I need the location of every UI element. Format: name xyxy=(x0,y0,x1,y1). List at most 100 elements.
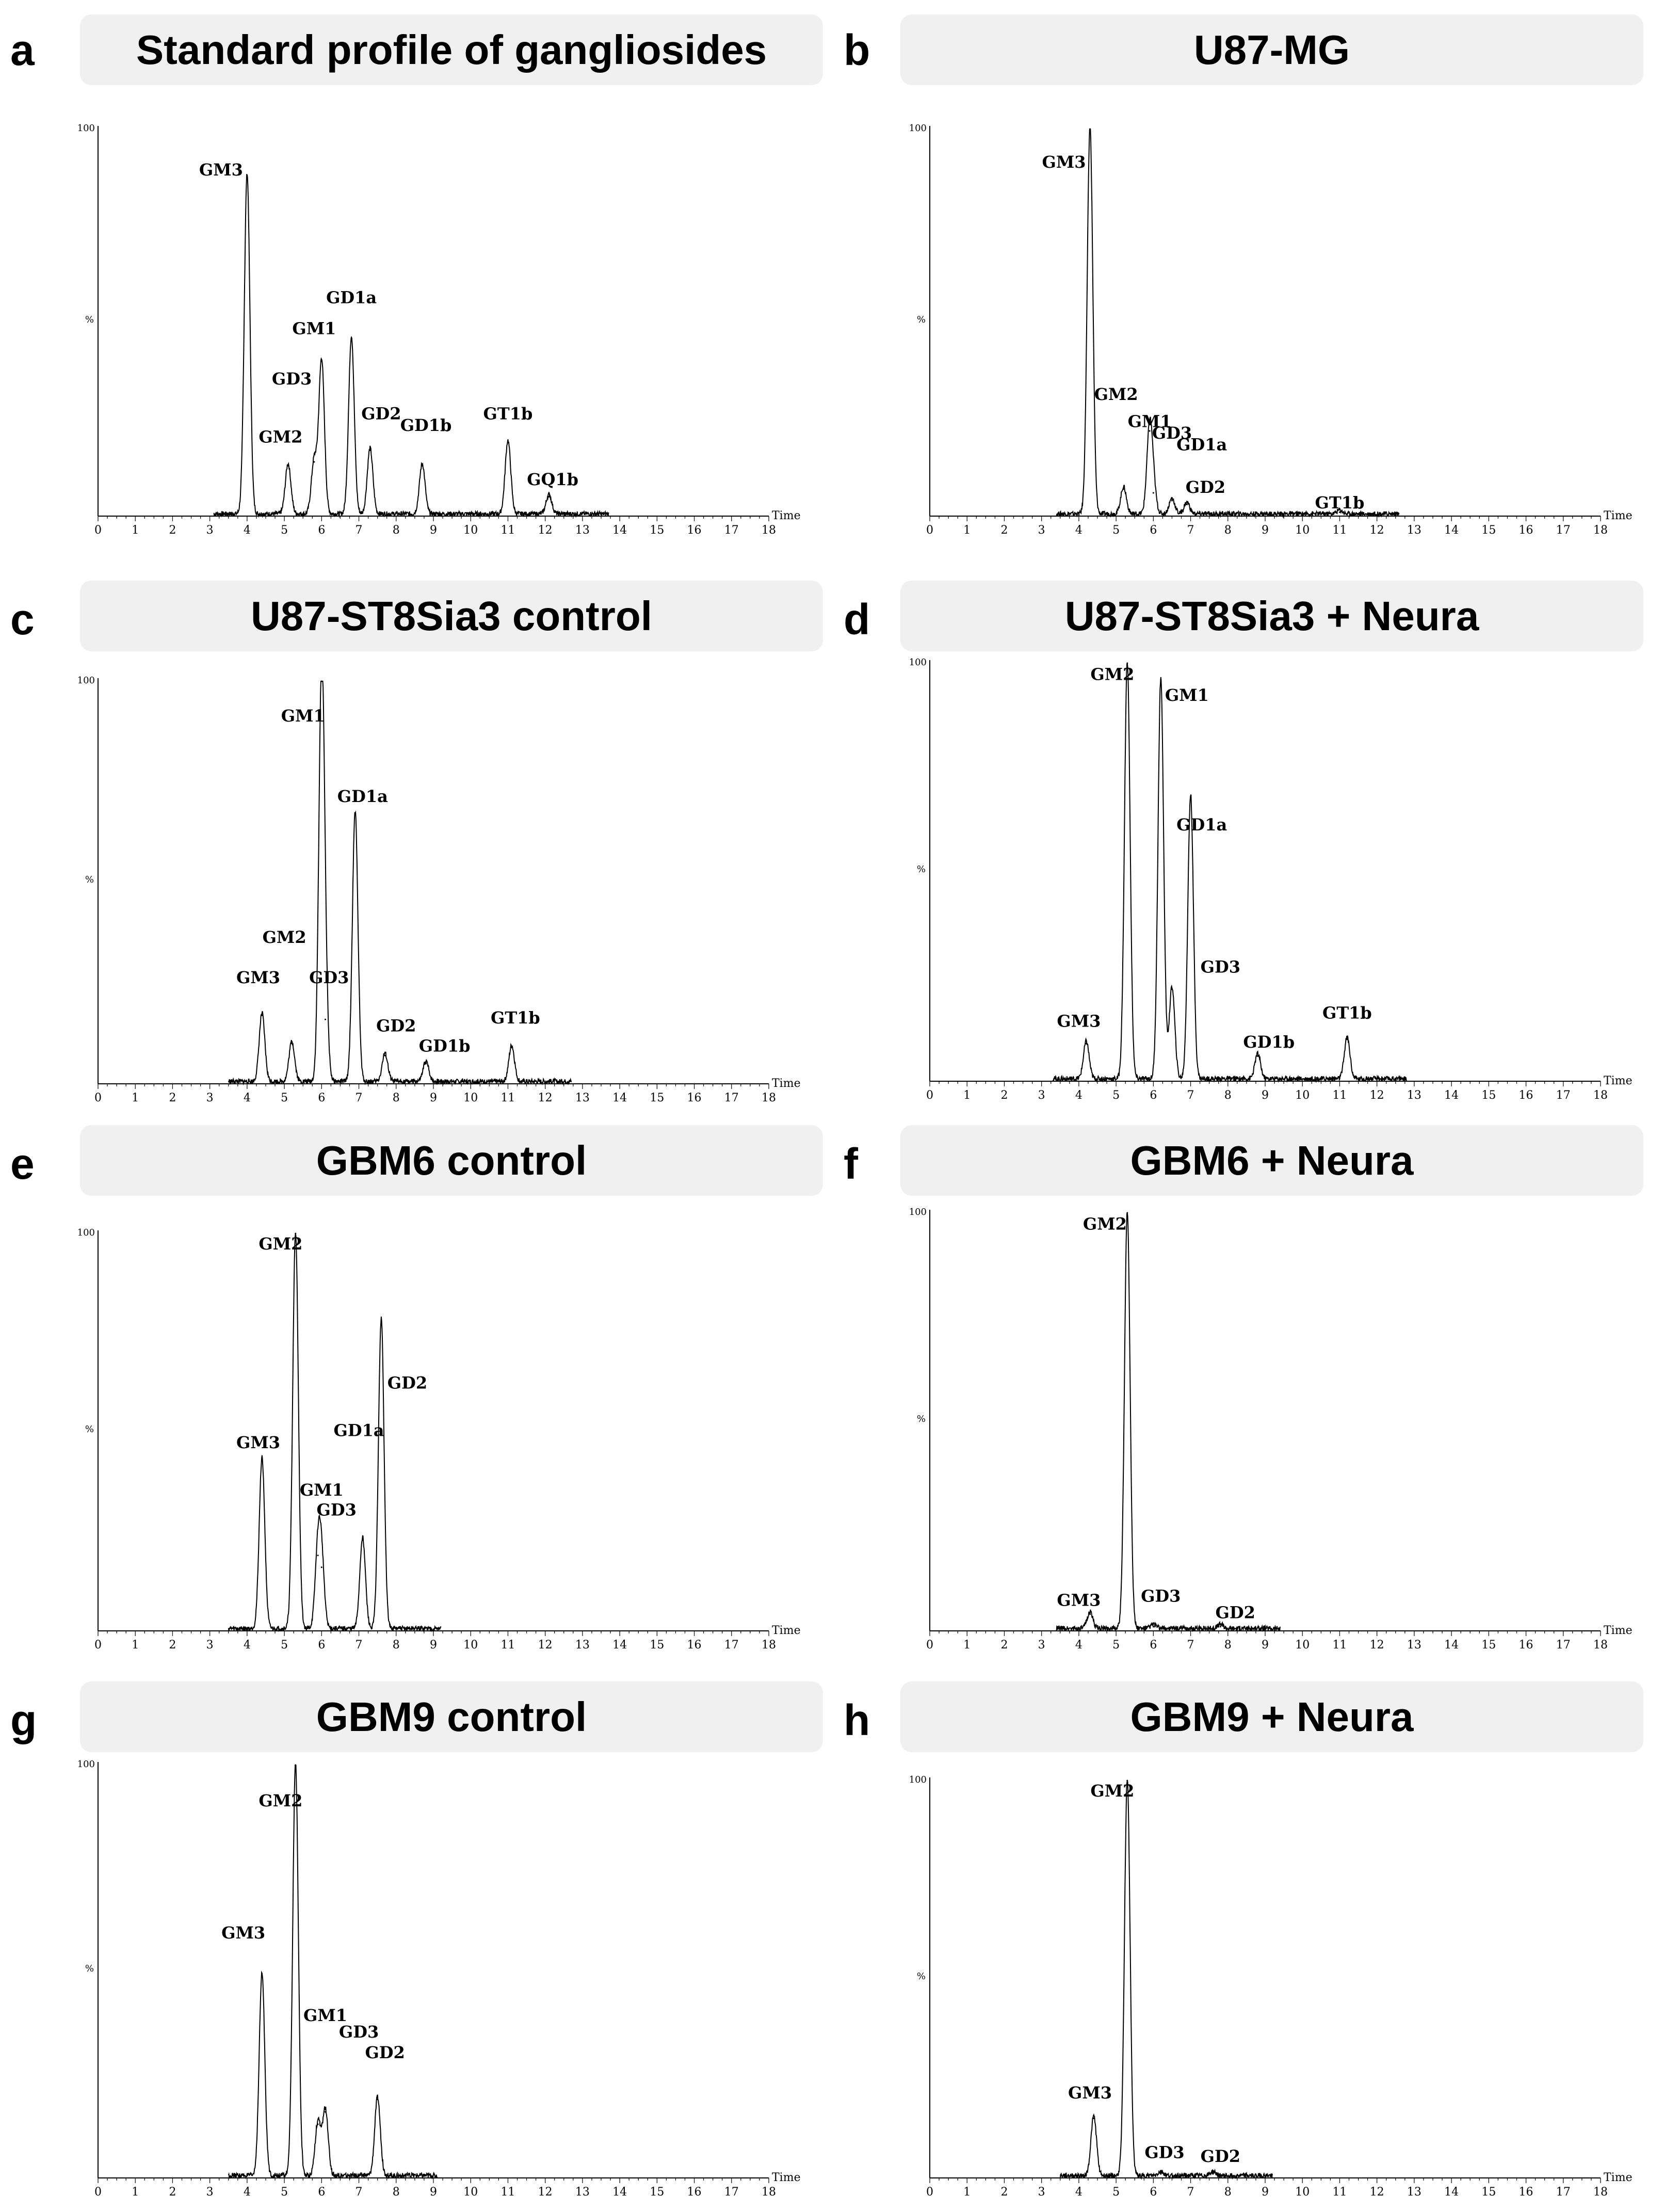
peak-label: GD2 xyxy=(1186,477,1225,497)
x-tick-label: 16 xyxy=(687,1639,702,1652)
peak-gm3 xyxy=(261,1014,263,1016)
peak-label: GQ1b xyxy=(527,470,578,489)
peak-gm2 xyxy=(1126,1780,1128,1782)
x-tick-label: 1 xyxy=(963,1639,971,1652)
x-tick-label: 2 xyxy=(169,2186,176,2199)
x-tick-label: 2 xyxy=(1000,1639,1008,1652)
x-tick-label: 0 xyxy=(926,1089,933,1102)
x-tick-label: 16 xyxy=(1519,1089,1533,1102)
y-axis-label: % xyxy=(85,1424,94,1435)
x-tick-label: 3 xyxy=(206,1092,214,1104)
x-tick-label: 12 xyxy=(1370,1089,1384,1102)
x-tick-label: 7 xyxy=(356,1639,363,1652)
chromatogram-g: 0 1 2 3 4 5 6 7 8 9 10 11 12 13 14 15 16 17 18Time100%GM3G… xyxy=(77,1759,801,2199)
x-tick-label: 8 xyxy=(1224,1639,1232,1652)
x-tick-label: 1 xyxy=(963,2186,971,2199)
x-tick-label: 14 xyxy=(612,524,627,537)
peak-gd2 xyxy=(1186,504,1188,505)
x-tick-label: 16 xyxy=(687,524,702,537)
peak-gm1 xyxy=(1149,430,1151,432)
x-tick-label: 16 xyxy=(1519,524,1533,537)
x-tick-label: 0 xyxy=(94,1639,102,1652)
panel-title: U87-MG xyxy=(900,14,1643,85)
x-tick-label: 16 xyxy=(687,2186,702,2199)
peak-label: GD1b xyxy=(400,415,452,435)
x-tick-label: 17 xyxy=(1556,1089,1571,1102)
peak-label: GM3 xyxy=(236,968,280,987)
x-tick-label: 16 xyxy=(687,1092,702,1104)
peak-label: GD2 xyxy=(376,1016,416,1036)
peak-label: GD1b xyxy=(1243,1032,1295,1052)
chromatogram-c: 0 1 2 3 4 5 6 7 8 9 10 11 12 13 14 15 16 17 18Time100%GM3G… xyxy=(77,675,801,1104)
x-tick-label: 5 xyxy=(281,1092,288,1104)
peak-gm3 xyxy=(1085,1043,1087,1045)
x-tick-label: 11 xyxy=(1332,1639,1347,1652)
x-tick-label: 10 xyxy=(1295,1639,1310,1652)
x-tick-label: 6 xyxy=(318,1092,325,1104)
peak-label: GT1b xyxy=(483,404,533,424)
x-tick-label: 8 xyxy=(393,2186,400,2199)
x-tick-label: 3 xyxy=(206,524,214,537)
peak-label: GD1a xyxy=(1176,435,1227,455)
chromatogram-e: 0 1 2 3 4 5 6 7 8 9 10 11 12 13 14 15 16 17 18Time100%GM3G… xyxy=(77,1227,801,1652)
peak-label: GD1a xyxy=(334,1421,384,1440)
peak-gm3 xyxy=(1093,2118,1095,2119)
x-tick-label: 11 xyxy=(1332,1089,1347,1102)
peak-gd2 xyxy=(369,450,371,451)
x-tick-label: 15 xyxy=(1481,2186,1496,2199)
y-axis-label: % xyxy=(85,314,94,325)
peak-label: GD3 xyxy=(309,968,349,987)
peak-label: GM2 xyxy=(259,427,302,447)
x-tick-label: 12 xyxy=(1370,2186,1384,2199)
peak-label: GD3 xyxy=(339,2022,379,2042)
x-tick-label: 10 xyxy=(463,524,478,537)
peak-gd2 xyxy=(1212,2173,1214,2175)
x-tick-label: 5 xyxy=(281,2186,288,2199)
x-tick-label: 3 xyxy=(1038,2186,1045,2199)
x-tick-label: 2 xyxy=(1000,524,1008,537)
x-tick-label: 12 xyxy=(538,2186,553,2199)
x-tick-label: 5 xyxy=(1112,1089,1120,1102)
peak-gm1 xyxy=(317,2123,319,2125)
x-tick-label: 10 xyxy=(1295,1089,1310,1102)
peak-gm2 xyxy=(1126,662,1128,664)
x-tick-label: 7 xyxy=(1187,1639,1194,1652)
x-tick-label: 12 xyxy=(538,1092,553,1104)
x-tick-label: 16 xyxy=(1519,1639,1533,1652)
x-tick-label: 4 xyxy=(244,1092,251,1104)
panel-title: Standard profile of gangliosides xyxy=(80,14,823,85)
peak-label: GM1 xyxy=(292,319,336,339)
peak-gd3 xyxy=(325,1018,327,1020)
x-tick-label: 17 xyxy=(724,1092,739,1104)
peak-label: GM2 xyxy=(1090,664,1134,684)
x-tick-label: 6 xyxy=(318,524,325,537)
peak-gd3 xyxy=(320,1566,322,1568)
peak-gm2 xyxy=(291,1043,293,1045)
x-tick-label: 18 xyxy=(1593,2186,1608,2199)
x-tick-label: 15 xyxy=(650,1639,664,1652)
peak-gd3 xyxy=(1152,492,1154,494)
x-tick-label: 10 xyxy=(1295,2186,1310,2199)
chromatogram-trace xyxy=(1052,663,1407,1083)
x-tick-label: 9 xyxy=(430,1092,437,1104)
x-tick-label: 15 xyxy=(1481,524,1496,537)
panel-letter: b xyxy=(844,26,870,74)
peak-gd3 xyxy=(1160,2173,1162,2175)
x-tick-label: 0 xyxy=(926,2186,933,2199)
y-top-label: 100 xyxy=(909,123,927,134)
x-tick-label: 9 xyxy=(1262,524,1269,537)
x-tick-label: 7 xyxy=(356,1092,363,1104)
peak-gd3 xyxy=(1171,988,1173,990)
chromatogram-trace xyxy=(1056,128,1400,518)
x-tick-label: 4 xyxy=(244,1639,251,1652)
y-top-label: 100 xyxy=(909,657,927,668)
peak-label: GM1 xyxy=(300,1480,344,1500)
y-top-label: 100 xyxy=(77,1759,95,1770)
x-tick-label: 14 xyxy=(612,1639,627,1652)
x-tick-label: 8 xyxy=(393,524,400,537)
peak-label: GM3 xyxy=(1057,1012,1101,1031)
x-tick-label: 6 xyxy=(1150,2186,1157,2199)
peak-gd2 xyxy=(1219,1626,1221,1628)
peak-gq1b xyxy=(548,496,550,498)
x-tick-label: 9 xyxy=(1262,2186,1269,2199)
